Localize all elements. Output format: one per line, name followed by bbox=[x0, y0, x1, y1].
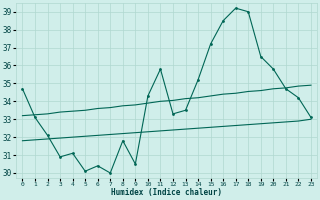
X-axis label: Humidex (Indice chaleur): Humidex (Indice chaleur) bbox=[111, 188, 222, 197]
